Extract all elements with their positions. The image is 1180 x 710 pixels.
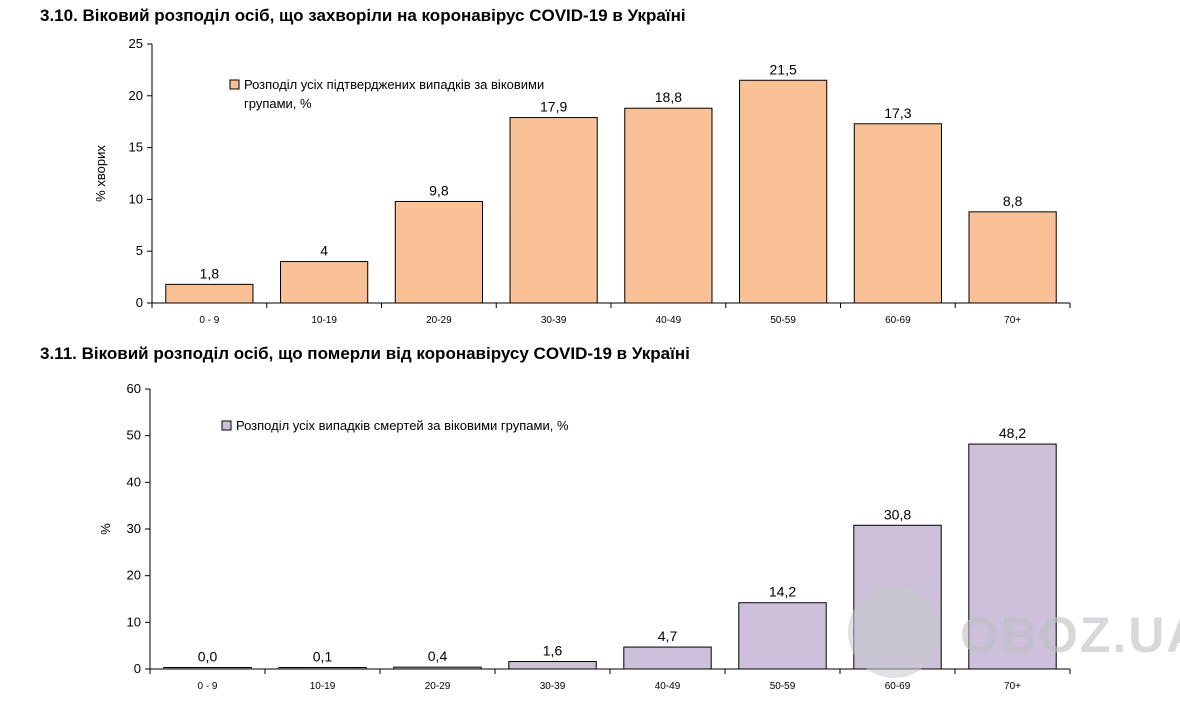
- x-tick-label: 0 - 9: [197, 681, 217, 692]
- y-tick-label: 60: [127, 381, 141, 396]
- bar-40-49: [623, 646, 712, 670]
- legend-text: Розподіл усіх підтверджених випадків за …: [244, 77, 544, 92]
- data-label: 0,4: [428, 648, 448, 664]
- y-tick-label: 10: [127, 614, 141, 629]
- y-tick-label: 25: [129, 36, 143, 51]
- bar-70+: [968, 443, 1057, 670]
- x-tick-label: 40-49: [655, 681, 681, 692]
- legend-swatch: [221, 420, 232, 431]
- y-axis-label: %: [98, 523, 113, 535]
- y-tick-label: 0: [134, 661, 141, 676]
- data-label: 0,0: [198, 649, 218, 665]
- data-label: 9,8: [429, 182, 449, 198]
- bar-50-59: [739, 79, 828, 304]
- bar-10-19: [278, 667, 367, 670]
- x-tick-label: 70+: [1004, 315, 1021, 326]
- y-tick-label: 40: [127, 474, 141, 489]
- data-label: 21,5: [770, 61, 797, 77]
- x-tick-label: 70+: [1004, 681, 1021, 692]
- data-label: 1,8: [200, 265, 220, 281]
- x-tick-label: 0 - 9: [199, 315, 219, 326]
- x-tick-label: 40-49: [656, 315, 682, 326]
- data-label: 8,8: [1003, 193, 1023, 209]
- data-label: 4: [320, 243, 328, 259]
- bar-30-39: [509, 117, 598, 304]
- bar-40-49: [624, 107, 713, 304]
- y-tick-label: 20: [127, 568, 141, 583]
- data-label: 1,6: [543, 643, 563, 659]
- y-tick-label: 5: [136, 243, 143, 258]
- data-label: 17,3: [884, 105, 911, 121]
- x-tick-label: 60-69: [885, 681, 911, 692]
- data-label: 17,9: [540, 99, 567, 115]
- bar-20-29: [393, 666, 482, 670]
- y-tick-label: 0: [136, 295, 143, 310]
- y-tick-label: 50: [127, 428, 141, 443]
- y-axis-label: % хворих: [93, 145, 108, 202]
- data-label: 4,7: [658, 628, 678, 644]
- bar-20-29: [394, 200, 483, 304]
- data-label: 48,2: [999, 425, 1026, 441]
- legend-text: групами, %: [244, 96, 312, 111]
- y-tick-label: 15: [129, 140, 143, 155]
- y-tick-label: 30: [127, 521, 141, 536]
- x-tick-label: 30-39: [540, 681, 566, 692]
- data-label: 18,8: [655, 89, 682, 105]
- bar-50-59: [738, 602, 827, 670]
- x-tick-label: 50-59: [770, 315, 796, 326]
- legend-swatch: [229, 79, 240, 90]
- x-tick-label: 30-39: [541, 315, 567, 326]
- x-tick-label: 10-19: [311, 315, 337, 326]
- x-tick-label: 60-69: [885, 315, 911, 326]
- bar-0-9: [165, 283, 254, 304]
- bar-10-19: [280, 261, 369, 304]
- x-tick-label: 50-59: [770, 681, 796, 692]
- globe-icon: [848, 586, 940, 678]
- bar-70+: [968, 211, 1057, 304]
- bar-30-39: [508, 661, 597, 670]
- bar-0-9: [163, 667, 252, 670]
- watermark-logo: OBOZ.UA: [848, 586, 1180, 678]
- data-label: 30,8: [884, 506, 911, 522]
- chart-title-cases: 3.10. Віковий розподіл осіб, що захворіл…: [40, 6, 686, 25]
- y-tick-label: 20: [129, 88, 143, 103]
- data-label: 0,1: [313, 649, 333, 665]
- x-tick-label: 10-19: [310, 681, 336, 692]
- x-tick-label: 20-29: [425, 681, 451, 692]
- x-tick-label: 20-29: [426, 315, 452, 326]
- bar-60-69: [853, 123, 942, 304]
- data-label: 14,2: [769, 584, 796, 600]
- cases-bar-chart: 0 5 10 15 20 25 % хворих 1,8 0 - 9 4 10-19 9,8 20-29…: [93, 36, 1071, 326]
- watermark-text: OBOZ.UA: [960, 607, 1180, 663]
- y-tick-label: 10: [129, 191, 143, 206]
- chart-title-deaths: 3.11. Віковий розподіл осіб, що померли …: [40, 344, 690, 363]
- legend-text: Розподіл усіх випадків смертей за вікови…: [236, 418, 569, 433]
